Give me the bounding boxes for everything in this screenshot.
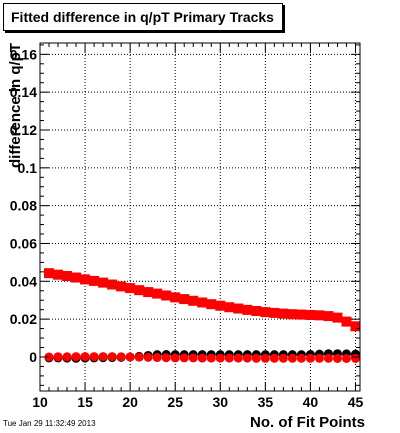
data-point [233, 353, 243, 363]
data-point [206, 299, 217, 310]
series-layer [44, 268, 361, 363]
data-point [215, 353, 225, 363]
data-point [296, 353, 306, 363]
data-point [323, 353, 333, 363]
y-tick-label: 0.1 [18, 160, 38, 176]
data-point [260, 307, 271, 318]
x-tick-label: 15 [77, 394, 93, 410]
data-point [242, 304, 253, 315]
series-2 [44, 352, 360, 363]
data-point [98, 277, 109, 288]
data-point [152, 288, 163, 299]
data-point [269, 307, 280, 318]
x-tick-label: 30 [212, 394, 228, 410]
y-tick-label: 0.12 [10, 122, 37, 138]
x-tick-label: 25 [167, 394, 183, 410]
data-point [143, 287, 154, 298]
data-point [161, 353, 171, 363]
data-point [278, 308, 289, 319]
data-point [125, 352, 135, 362]
data-point [314, 353, 324, 363]
data-point [188, 353, 198, 363]
data-point [269, 353, 279, 363]
data-point [287, 309, 298, 320]
data-point [224, 353, 234, 363]
data-point [260, 353, 270, 363]
y-tick-label: 0.14 [10, 84, 37, 100]
data-point [341, 353, 351, 363]
y-tick-label: 0 [29, 349, 37, 365]
data-point [116, 281, 127, 292]
y-tick-label: 0.16 [10, 46, 37, 62]
axes: 10 15 20 25 30 35 40 45 0 0.02 0.04 0.06 0.08 0.1 0.12… [10, 43, 364, 410]
data-point [215, 300, 226, 311]
data-point [188, 295, 199, 306]
x-tick-label: 10 [32, 394, 48, 410]
data-point [170, 353, 180, 363]
data-point [170, 292, 181, 303]
data-point [44, 268, 55, 279]
data-point [107, 279, 118, 290]
data-point [314, 310, 325, 321]
data-point [224, 302, 235, 313]
data-point [89, 352, 99, 362]
data-point [134, 285, 145, 296]
y-tick-label: 0.08 [10, 198, 37, 214]
x-tick-label: 40 [303, 394, 319, 410]
y-tick-label: 0.06 [10, 235, 37, 251]
data-point [305, 309, 316, 320]
data-point [350, 353, 360, 363]
data-point [287, 353, 297, 363]
x-tick-label: 45 [348, 394, 364, 410]
data-point [305, 353, 315, 363]
data-point [206, 353, 216, 363]
data-point [197, 297, 208, 308]
y-tick-label: 0.04 [10, 273, 37, 289]
data-point [125, 283, 136, 294]
data-point [89, 275, 100, 286]
data-point [44, 352, 54, 362]
data-point [233, 303, 244, 314]
data-point [98, 352, 108, 362]
data-point [179, 353, 189, 363]
y-tick-label: 0.02 [10, 311, 37, 327]
data-point [341, 316, 352, 327]
data-point [350, 321, 361, 332]
data-point [80, 274, 91, 285]
data-point [332, 312, 343, 323]
data-point [197, 353, 207, 363]
series-0 [44, 268, 361, 332]
canvas-title: Fitted difference in q/pT Primary Tracks [3, 3, 283, 31]
data-point [134, 352, 144, 362]
data-point [296, 309, 307, 320]
data-point [251, 305, 262, 316]
y-axis-title: difference in q/pT [7, 43, 24, 168]
timestamp: Tue Jan 29 11:32:49 2013 [3, 419, 96, 428]
data-point [116, 352, 126, 362]
plot-frame [39, 42, 361, 392]
data-point [251, 353, 261, 363]
data-point [71, 272, 82, 283]
data-point [71, 352, 81, 362]
x-tick-label: 35 [258, 394, 274, 410]
data-point [161, 290, 172, 301]
data-point [179, 294, 190, 305]
data-point [323, 311, 334, 322]
data-point [242, 353, 252, 363]
data-point [80, 352, 90, 362]
grid [39, 43, 360, 391]
data-point [332, 353, 342, 363]
x-axis-title: No. of Fit Points [250, 414, 365, 431]
x-tick-label: 20 [122, 394, 138, 410]
data-point [143, 352, 153, 362]
data-point [53, 269, 64, 280]
data-point [62, 352, 72, 362]
data-point [53, 352, 63, 362]
data-point [107, 352, 117, 362]
data-point [62, 271, 73, 282]
data-point [278, 353, 288, 363]
data-point [152, 353, 162, 363]
